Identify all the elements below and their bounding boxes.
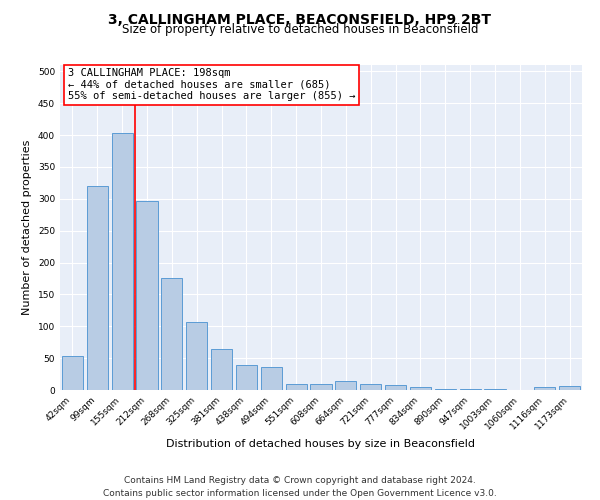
Bar: [211, 349, 232, 390]
Bar: [559, 386, 580, 390]
Bar: [286, 384, 307, 390]
Bar: [236, 364, 257, 390]
Y-axis label: Number of detached properties: Number of detached properties: [22, 140, 32, 315]
Bar: [534, 387, 555, 390]
Bar: [360, 384, 381, 390]
Bar: [385, 385, 406, 390]
Bar: [87, 186, 108, 390]
Text: Size of property relative to detached houses in Beaconsfield: Size of property relative to detached ho…: [122, 22, 478, 36]
Text: 3 CALLINGHAM PLACE: 198sqm
← 44% of detached houses are smaller (685)
55% of sem: 3 CALLINGHAM PLACE: 198sqm ← 44% of deta…: [68, 68, 355, 102]
Bar: [335, 381, 356, 390]
Bar: [410, 387, 431, 390]
Bar: [261, 367, 282, 390]
Bar: [310, 384, 332, 390]
Text: Contains HM Land Registry data © Crown copyright and database right 2024.
Contai: Contains HM Land Registry data © Crown c…: [103, 476, 497, 498]
Bar: [136, 200, 158, 390]
X-axis label: Distribution of detached houses by size in Beaconsfield: Distribution of detached houses by size …: [167, 440, 476, 450]
Bar: [435, 388, 456, 390]
Text: 3, CALLINGHAM PLACE, BEACONSFIELD, HP9 2BT: 3, CALLINGHAM PLACE, BEACONSFIELD, HP9 2…: [109, 12, 491, 26]
Bar: [161, 278, 182, 390]
Bar: [186, 322, 207, 390]
Bar: [112, 133, 133, 390]
Bar: [62, 356, 83, 390]
